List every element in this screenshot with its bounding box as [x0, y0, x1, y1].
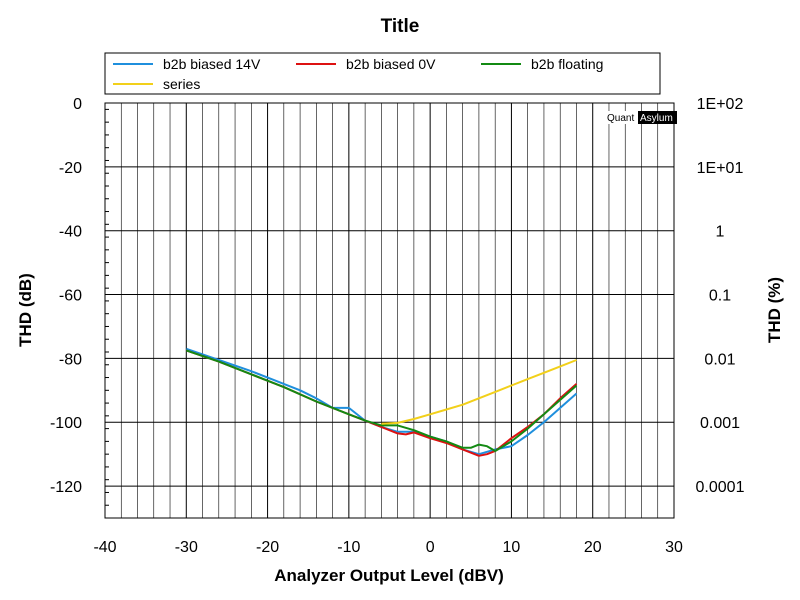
y-tick-label: -20 [59, 160, 82, 177]
y-tick-label: -100 [50, 415, 82, 432]
y-tick-label: -120 [50, 479, 82, 496]
plot-grid [105, 102, 674, 519]
legend-box [104, 52, 661, 95]
legend-label: b2b biased 0V [346, 56, 436, 72]
x-tick-label: 20 [584, 539, 602, 556]
y-tick-label: -80 [59, 351, 82, 368]
series-line-b2b-biased-14v [185, 347, 578, 456]
watermark-right-box [638, 111, 677, 124]
chart-title: Title [381, 16, 420, 37]
y2-axis-title: THD (%) [765, 277, 784, 343]
x-tick-label: 0 [426, 539, 435, 556]
watermark-left-text: Quant [607, 113, 634, 124]
x-tick-label: -10 [337, 539, 360, 556]
series-line-b2b-floating [185, 349, 578, 452]
y-tick-labels: 0 -20 -40 -60 -80 -100 -120 [50, 96, 82, 496]
series-layer [185, 347, 578, 457]
y2-tick-label: 1 [716, 224, 725, 241]
legend: b2b biased 14V b2b biased 0V b2b floating s… [104, 52, 661, 95]
x-tick-label: -20 [256, 539, 279, 556]
y-axis-title: THD (dB) [16, 273, 35, 347]
legend-label: series [163, 76, 200, 92]
y-tick-label: -40 [59, 224, 82, 241]
x-tick-label: -40 [93, 539, 116, 556]
x-tick-label: 10 [503, 539, 521, 556]
series-line-series [381, 359, 577, 425]
watermark-right-text: Asylum [640, 113, 673, 124]
y2-tick-label: 0.1 [709, 288, 731, 305]
y2-tick-label: 0.001 [700, 415, 740, 432]
watermark-left-box [606, 111, 640, 124]
y2-tick-label: 1E+01 [697, 160, 744, 177]
x-tick-labels: -40 -30 -20 -10 0 10 20 30 [93, 539, 683, 556]
x-axis-title: Analyzer Output Level (dBV) [274, 566, 504, 585]
y2-tick-label: 0.0001 [696, 479, 745, 496]
brand-watermark: Quant Asylum [606, 111, 677, 124]
legend-label: b2b floating [531, 56, 603, 72]
x-tick-label: -30 [175, 539, 198, 556]
plot-frame [104, 102, 675, 519]
y-tick-label: 0 [73, 96, 82, 113]
y2-tick-label: 0.01 [704, 351, 735, 368]
y-tick-label: -60 [59, 288, 82, 305]
y2-tick-labels: 1E+02 1E+01 1 0.1 0.01 0.001 0.0001 [696, 96, 745, 496]
x-tick-label: 30 [665, 539, 683, 556]
y2-tick-label: 1E+02 [697, 96, 744, 113]
legend-label: b2b biased 14V [163, 56, 261, 72]
